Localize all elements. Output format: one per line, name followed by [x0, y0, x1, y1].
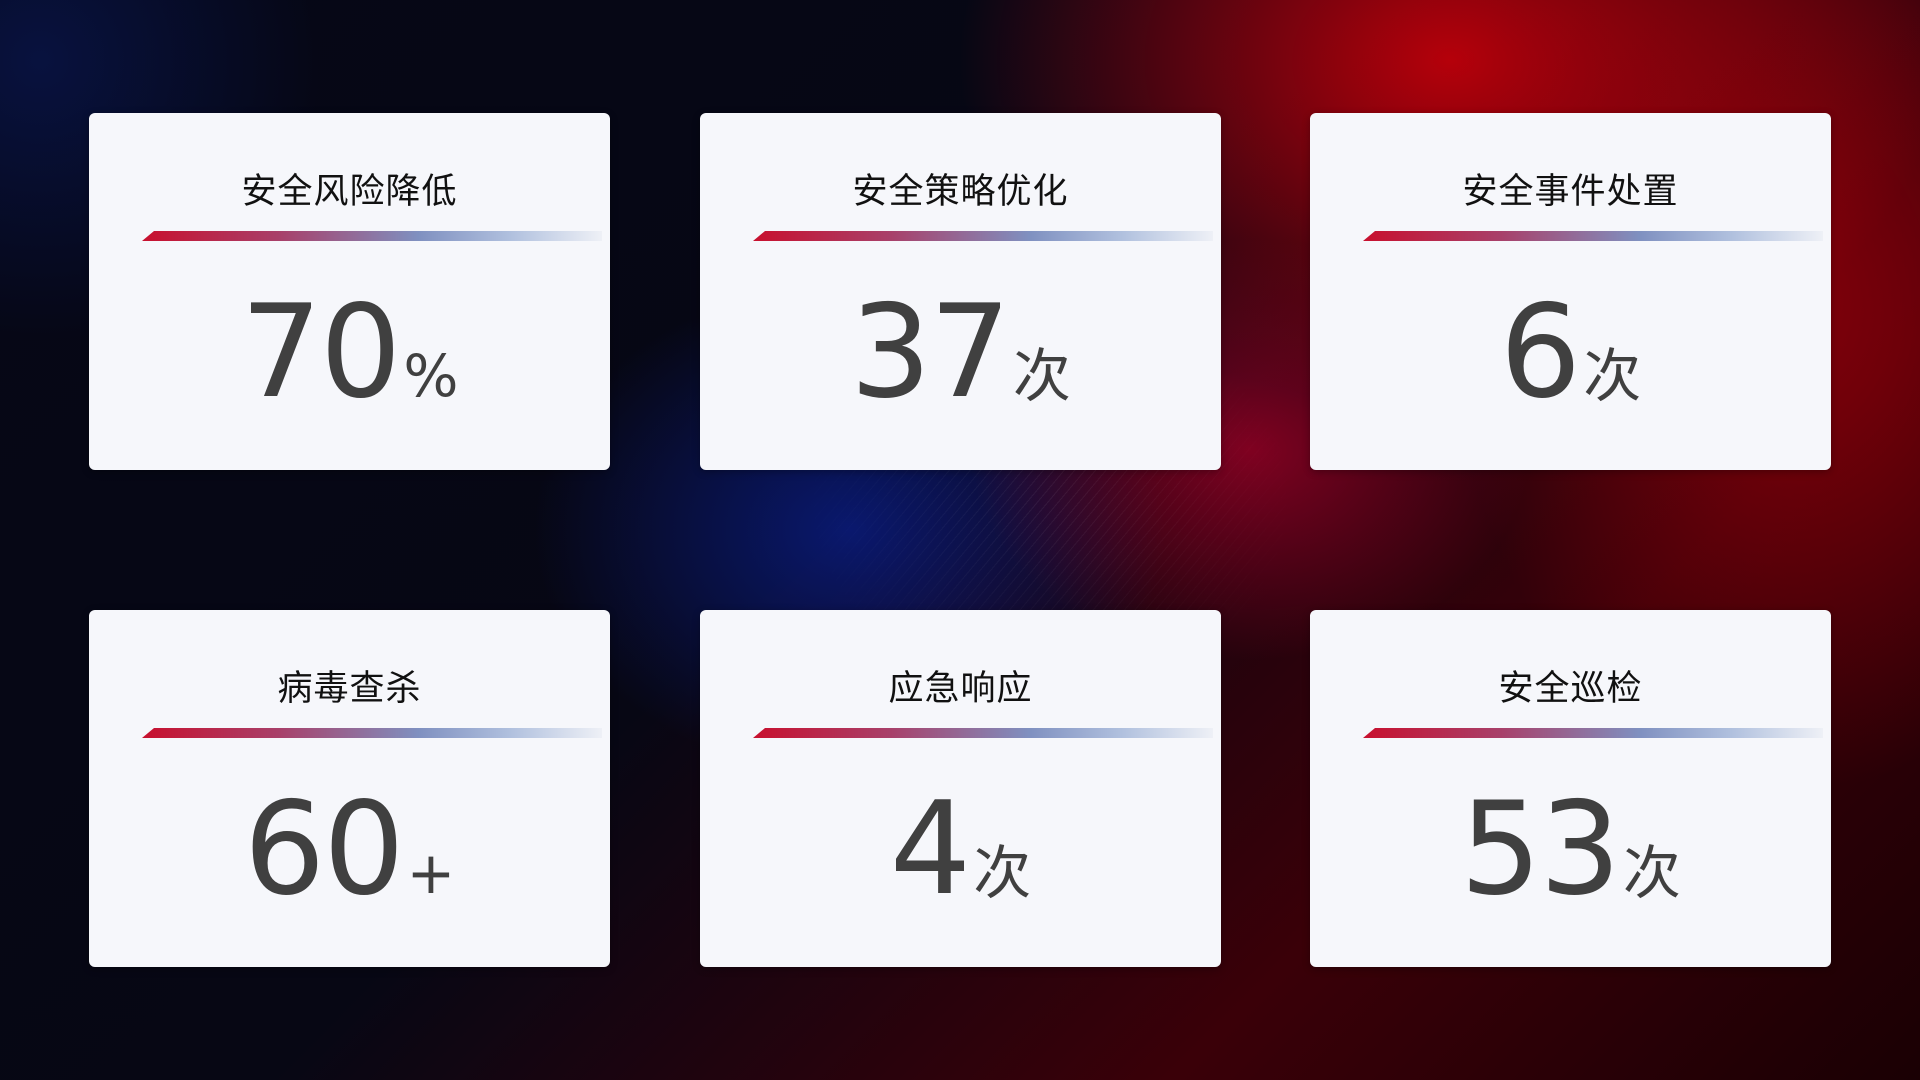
value-number: 37 — [850, 278, 1011, 427]
value-number: 70 — [240, 278, 402, 427]
card-value: 4次 — [700, 775, 1221, 924]
stat-card-incident-handling: 安全事件处置 6次 — [1310, 113, 1831, 470]
card-title: 安全事件处置 — [1462, 172, 1679, 212]
card-divider — [142, 728, 602, 738]
stat-card-policy-optimization: 安全策略优化 37次 — [700, 113, 1221, 470]
value-unit: + — [406, 839, 456, 907]
stat-card-risk-reduction: 安全风险降低 70% — [89, 113, 610, 470]
card-value: 60+ — [89, 775, 610, 924]
card-divider — [753, 231, 1213, 241]
card-title: 安全巡检 — [1498, 669, 1643, 709]
value-number: 53 — [1460, 775, 1621, 924]
value-number: 60 — [243, 775, 405, 924]
value-unit: 次 — [973, 839, 1032, 907]
value-unit: 次 — [1583, 342, 1642, 410]
card-divider — [142, 231, 602, 241]
value-unit: 次 — [1622, 839, 1681, 907]
stat-card-virus-removal: 病毒查杀 60+ — [89, 610, 610, 967]
card-divider — [1363, 231, 1823, 241]
card-value: 53次 — [1310, 775, 1831, 924]
card-value: 37次 — [700, 278, 1221, 427]
card-value: 6次 — [1310, 278, 1831, 427]
value-unit: % — [403, 342, 459, 410]
card-divider — [1363, 728, 1823, 738]
card-title: 病毒查杀 — [277, 669, 422, 709]
card-divider — [753, 728, 1213, 738]
stat-card-emergency-response: 应急响应 4次 — [700, 610, 1221, 967]
value-number: 4 — [889, 775, 971, 924]
card-title: 安全风险降低 — [241, 172, 458, 212]
stat-card-security-inspection: 安全巡检 53次 — [1310, 610, 1831, 967]
card-value: 70% — [89, 278, 610, 427]
card-title: 安全策略优化 — [852, 172, 1069, 212]
value-unit: 次 — [1012, 342, 1071, 410]
value-number: 6 — [1499, 278, 1581, 427]
card-title: 应急响应 — [888, 669, 1033, 709]
